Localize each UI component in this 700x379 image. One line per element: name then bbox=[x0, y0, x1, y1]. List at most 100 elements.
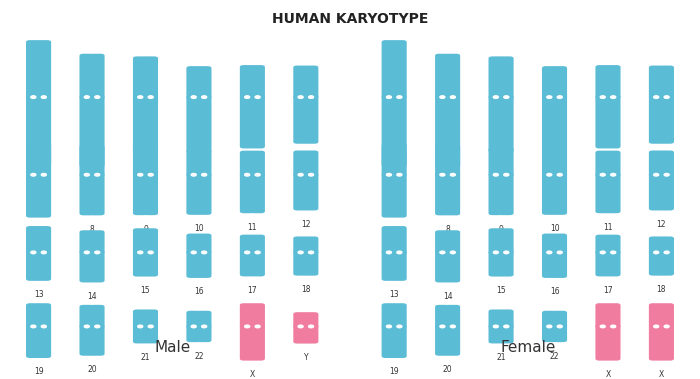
FancyBboxPatch shape bbox=[542, 66, 557, 99]
Text: 2: 2 bbox=[445, 177, 450, 185]
Circle shape bbox=[94, 96, 99, 99]
FancyBboxPatch shape bbox=[596, 324, 610, 360]
FancyBboxPatch shape bbox=[36, 95, 51, 166]
FancyBboxPatch shape bbox=[382, 324, 396, 358]
FancyBboxPatch shape bbox=[90, 230, 104, 254]
Text: Male: Male bbox=[154, 340, 190, 356]
Circle shape bbox=[84, 251, 90, 254]
Circle shape bbox=[148, 251, 153, 254]
Circle shape bbox=[654, 325, 659, 328]
FancyBboxPatch shape bbox=[90, 54, 104, 99]
FancyBboxPatch shape bbox=[659, 251, 674, 276]
Circle shape bbox=[450, 251, 455, 254]
Circle shape bbox=[547, 325, 552, 328]
FancyBboxPatch shape bbox=[197, 173, 211, 215]
FancyBboxPatch shape bbox=[499, 251, 514, 277]
Circle shape bbox=[397, 174, 402, 176]
FancyBboxPatch shape bbox=[649, 150, 664, 177]
FancyBboxPatch shape bbox=[392, 324, 407, 358]
Text: 19: 19 bbox=[389, 368, 399, 376]
Circle shape bbox=[664, 174, 669, 176]
Circle shape bbox=[654, 251, 659, 254]
Text: 9: 9 bbox=[498, 225, 503, 233]
Circle shape bbox=[255, 174, 260, 176]
Circle shape bbox=[610, 96, 616, 99]
FancyBboxPatch shape bbox=[445, 230, 460, 254]
FancyBboxPatch shape bbox=[392, 173, 407, 218]
FancyBboxPatch shape bbox=[133, 251, 148, 277]
Circle shape bbox=[298, 325, 303, 328]
FancyBboxPatch shape bbox=[552, 233, 567, 254]
FancyBboxPatch shape bbox=[596, 251, 610, 276]
FancyBboxPatch shape bbox=[382, 95, 396, 166]
Text: 7: 7 bbox=[36, 227, 41, 236]
FancyBboxPatch shape bbox=[382, 303, 396, 329]
FancyBboxPatch shape bbox=[382, 226, 396, 254]
Circle shape bbox=[138, 325, 143, 328]
Circle shape bbox=[309, 325, 314, 328]
FancyBboxPatch shape bbox=[489, 324, 503, 343]
Text: 10: 10 bbox=[550, 224, 559, 233]
FancyBboxPatch shape bbox=[435, 251, 449, 282]
Circle shape bbox=[148, 174, 153, 176]
FancyBboxPatch shape bbox=[240, 303, 255, 329]
FancyBboxPatch shape bbox=[382, 143, 396, 177]
Text: 8: 8 bbox=[90, 225, 95, 234]
FancyBboxPatch shape bbox=[659, 173, 674, 210]
Text: 13: 13 bbox=[389, 290, 399, 299]
FancyBboxPatch shape bbox=[489, 95, 503, 153]
FancyBboxPatch shape bbox=[649, 251, 664, 276]
FancyBboxPatch shape bbox=[36, 226, 51, 254]
FancyBboxPatch shape bbox=[36, 143, 51, 177]
Text: 6: 6 bbox=[659, 153, 664, 162]
FancyBboxPatch shape bbox=[293, 173, 308, 210]
Circle shape bbox=[245, 96, 250, 99]
Text: 16: 16 bbox=[550, 287, 559, 296]
Circle shape bbox=[397, 96, 402, 99]
FancyBboxPatch shape bbox=[90, 145, 104, 177]
Text: 17: 17 bbox=[248, 286, 257, 295]
Circle shape bbox=[138, 174, 143, 176]
FancyBboxPatch shape bbox=[435, 173, 449, 215]
FancyBboxPatch shape bbox=[542, 95, 557, 153]
FancyBboxPatch shape bbox=[435, 145, 449, 177]
FancyBboxPatch shape bbox=[392, 40, 407, 99]
FancyBboxPatch shape bbox=[499, 228, 514, 254]
FancyBboxPatch shape bbox=[435, 324, 449, 356]
Circle shape bbox=[450, 174, 455, 176]
FancyBboxPatch shape bbox=[197, 95, 211, 153]
Text: X: X bbox=[250, 370, 255, 379]
FancyBboxPatch shape bbox=[382, 173, 396, 218]
Circle shape bbox=[610, 174, 616, 176]
FancyBboxPatch shape bbox=[649, 95, 664, 144]
Circle shape bbox=[309, 174, 314, 176]
Circle shape bbox=[298, 96, 303, 99]
Circle shape bbox=[450, 96, 455, 99]
FancyBboxPatch shape bbox=[445, 173, 460, 215]
FancyBboxPatch shape bbox=[90, 324, 104, 356]
FancyBboxPatch shape bbox=[26, 173, 41, 218]
FancyBboxPatch shape bbox=[133, 56, 148, 99]
Text: Y: Y bbox=[304, 353, 308, 362]
Text: 9: 9 bbox=[143, 225, 148, 233]
FancyBboxPatch shape bbox=[304, 251, 318, 276]
Text: 4: 4 bbox=[197, 163, 202, 172]
Circle shape bbox=[94, 325, 99, 328]
FancyBboxPatch shape bbox=[392, 251, 407, 281]
FancyBboxPatch shape bbox=[499, 95, 514, 153]
FancyBboxPatch shape bbox=[435, 95, 449, 167]
Circle shape bbox=[31, 251, 36, 254]
Circle shape bbox=[664, 251, 669, 254]
FancyBboxPatch shape bbox=[293, 66, 308, 99]
FancyBboxPatch shape bbox=[606, 65, 620, 99]
Circle shape bbox=[245, 325, 250, 328]
Circle shape bbox=[504, 96, 509, 99]
FancyBboxPatch shape bbox=[90, 95, 104, 167]
FancyBboxPatch shape bbox=[26, 303, 41, 329]
Text: 17: 17 bbox=[603, 286, 612, 295]
Text: 5: 5 bbox=[606, 158, 610, 167]
FancyBboxPatch shape bbox=[596, 173, 610, 213]
Text: 22: 22 bbox=[194, 352, 204, 360]
Text: 1: 1 bbox=[36, 176, 41, 185]
Text: 12: 12 bbox=[301, 220, 311, 229]
